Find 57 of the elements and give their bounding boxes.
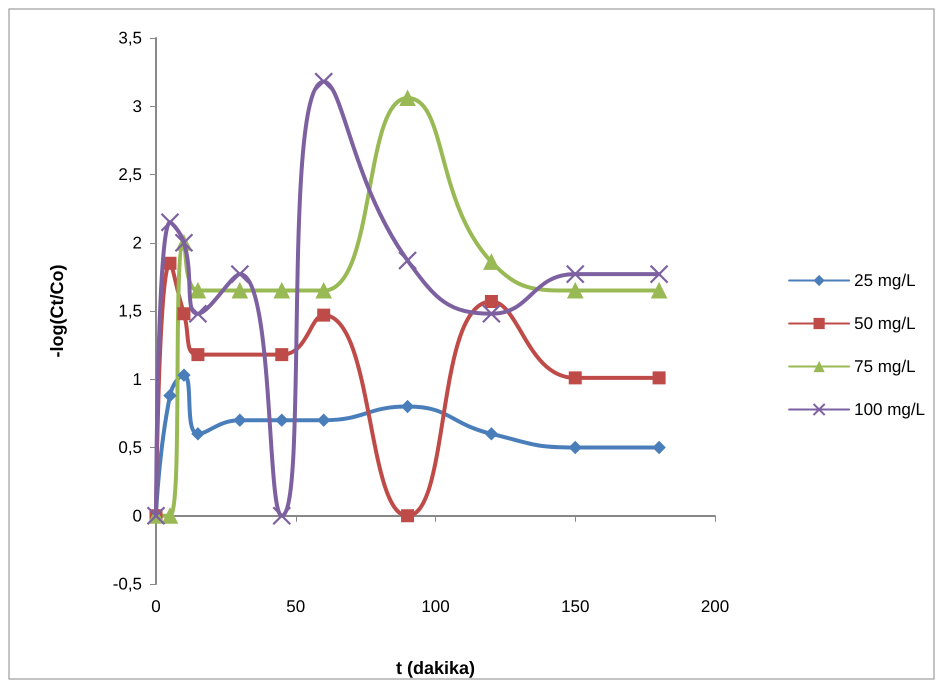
point <box>400 90 416 106</box>
point <box>650 264 669 284</box>
x-tick-label: 200 <box>700 597 730 616</box>
y-axis-title: -log(Ct/Co) <box>47 264 67 358</box>
point <box>317 308 330 322</box>
point <box>401 509 414 522</box>
x-tick-label: 150 <box>561 597 590 616</box>
x-axis-title: t (dakika) <box>396 658 476 678</box>
point <box>177 307 190 320</box>
y-tick-label: 1,5 <box>118 302 142 320</box>
point <box>191 427 204 440</box>
legend-label: 100 mg/L <box>854 400 926 419</box>
point <box>401 400 414 414</box>
point <box>566 264 585 284</box>
y-tick-label: 3,5 <box>118 28 142 48</box>
point <box>568 441 582 454</box>
point <box>177 368 190 382</box>
x-tick-label: 100 <box>421 597 450 616</box>
point <box>233 414 246 427</box>
point <box>314 72 334 92</box>
y-tick-label: 0,5 <box>118 438 142 457</box>
point <box>188 304 208 324</box>
y-tick-label: 1 <box>132 370 142 389</box>
point <box>484 427 498 440</box>
point <box>163 256 176 270</box>
point <box>652 441 666 454</box>
point <box>191 348 204 362</box>
point <box>272 506 292 526</box>
point <box>568 371 582 384</box>
x-tick-label: 0 <box>151 597 161 616</box>
y-tick-label: 3 <box>132 96 142 116</box>
point <box>567 282 584 299</box>
point <box>484 294 498 308</box>
point <box>232 282 248 299</box>
point <box>482 304 501 324</box>
point <box>316 282 332 299</box>
x-tick-label: 50 <box>286 597 306 616</box>
point <box>317 414 330 427</box>
y-tick-label: 2 <box>132 233 142 252</box>
point <box>274 282 290 299</box>
point <box>275 348 288 362</box>
y-tick-label: 2,5 <box>118 165 142 184</box>
point <box>190 282 206 299</box>
legend-label: 25 mg/L <box>854 271 916 290</box>
point <box>230 264 250 284</box>
y-tick-label: 0 <box>132 506 142 526</box>
legend-label: 50 mg/L <box>854 314 916 333</box>
point <box>163 389 176 402</box>
point <box>275 414 288 427</box>
legend-label: 75 mg/L <box>854 357 916 376</box>
point <box>398 250 418 270</box>
point <box>483 254 500 270</box>
point <box>160 212 180 232</box>
point <box>652 371 666 384</box>
y-tick-label: -0,5 <box>112 574 142 594</box>
point <box>162 508 178 524</box>
point <box>651 282 668 299</box>
